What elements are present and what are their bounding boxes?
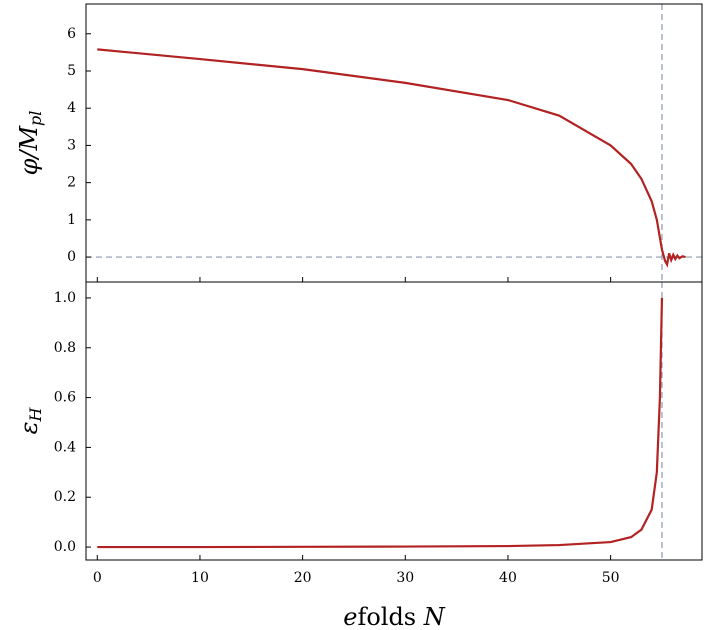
y-label-part: ε [15,422,43,435]
y-tick-label: 1.0 [54,290,76,306]
plot-frame [85,3,703,283]
y-tick-label: 5 [67,63,76,79]
y-tick-label: 4 [67,100,76,116]
y-tick-label: 0 [67,249,76,265]
x-axis-label: efolds N [343,603,446,630]
y-tick-label: 1 [67,212,76,228]
y-tick-label: 0.2 [54,489,76,505]
y-tick-label: 2 [67,175,76,191]
x-tick-label: 50 [602,570,620,586]
data-line [97,48,686,268]
x-tick-label: 40 [499,570,517,586]
x-label-part: e [343,603,357,630]
x-tick-label: 0 [93,570,102,586]
y-label-part: φ/M [15,125,43,176]
x-label-part: N [423,603,446,630]
x-tick-label: 30 [396,570,414,586]
x-tick-label: 20 [294,570,312,586]
y-tick-label: 0.8 [54,340,76,356]
y-axis-label: εH [15,407,45,435]
y-tick-label: 3 [67,137,76,153]
y-label-part: H [26,407,45,423]
data-line [97,297,664,549]
plot-frame [85,281,703,561]
x-tick-label: 10 [191,570,209,586]
y-tick-label: 0.0 [54,539,76,555]
y-tick-label: 0.4 [54,439,76,455]
y-tick-label: 0.6 [54,390,76,406]
y-label-part: pl [26,111,45,126]
y-tick-label: 6 [67,26,76,42]
x-label-part: folds [357,603,423,630]
y-axis-label: φ/Mpl [15,111,45,176]
